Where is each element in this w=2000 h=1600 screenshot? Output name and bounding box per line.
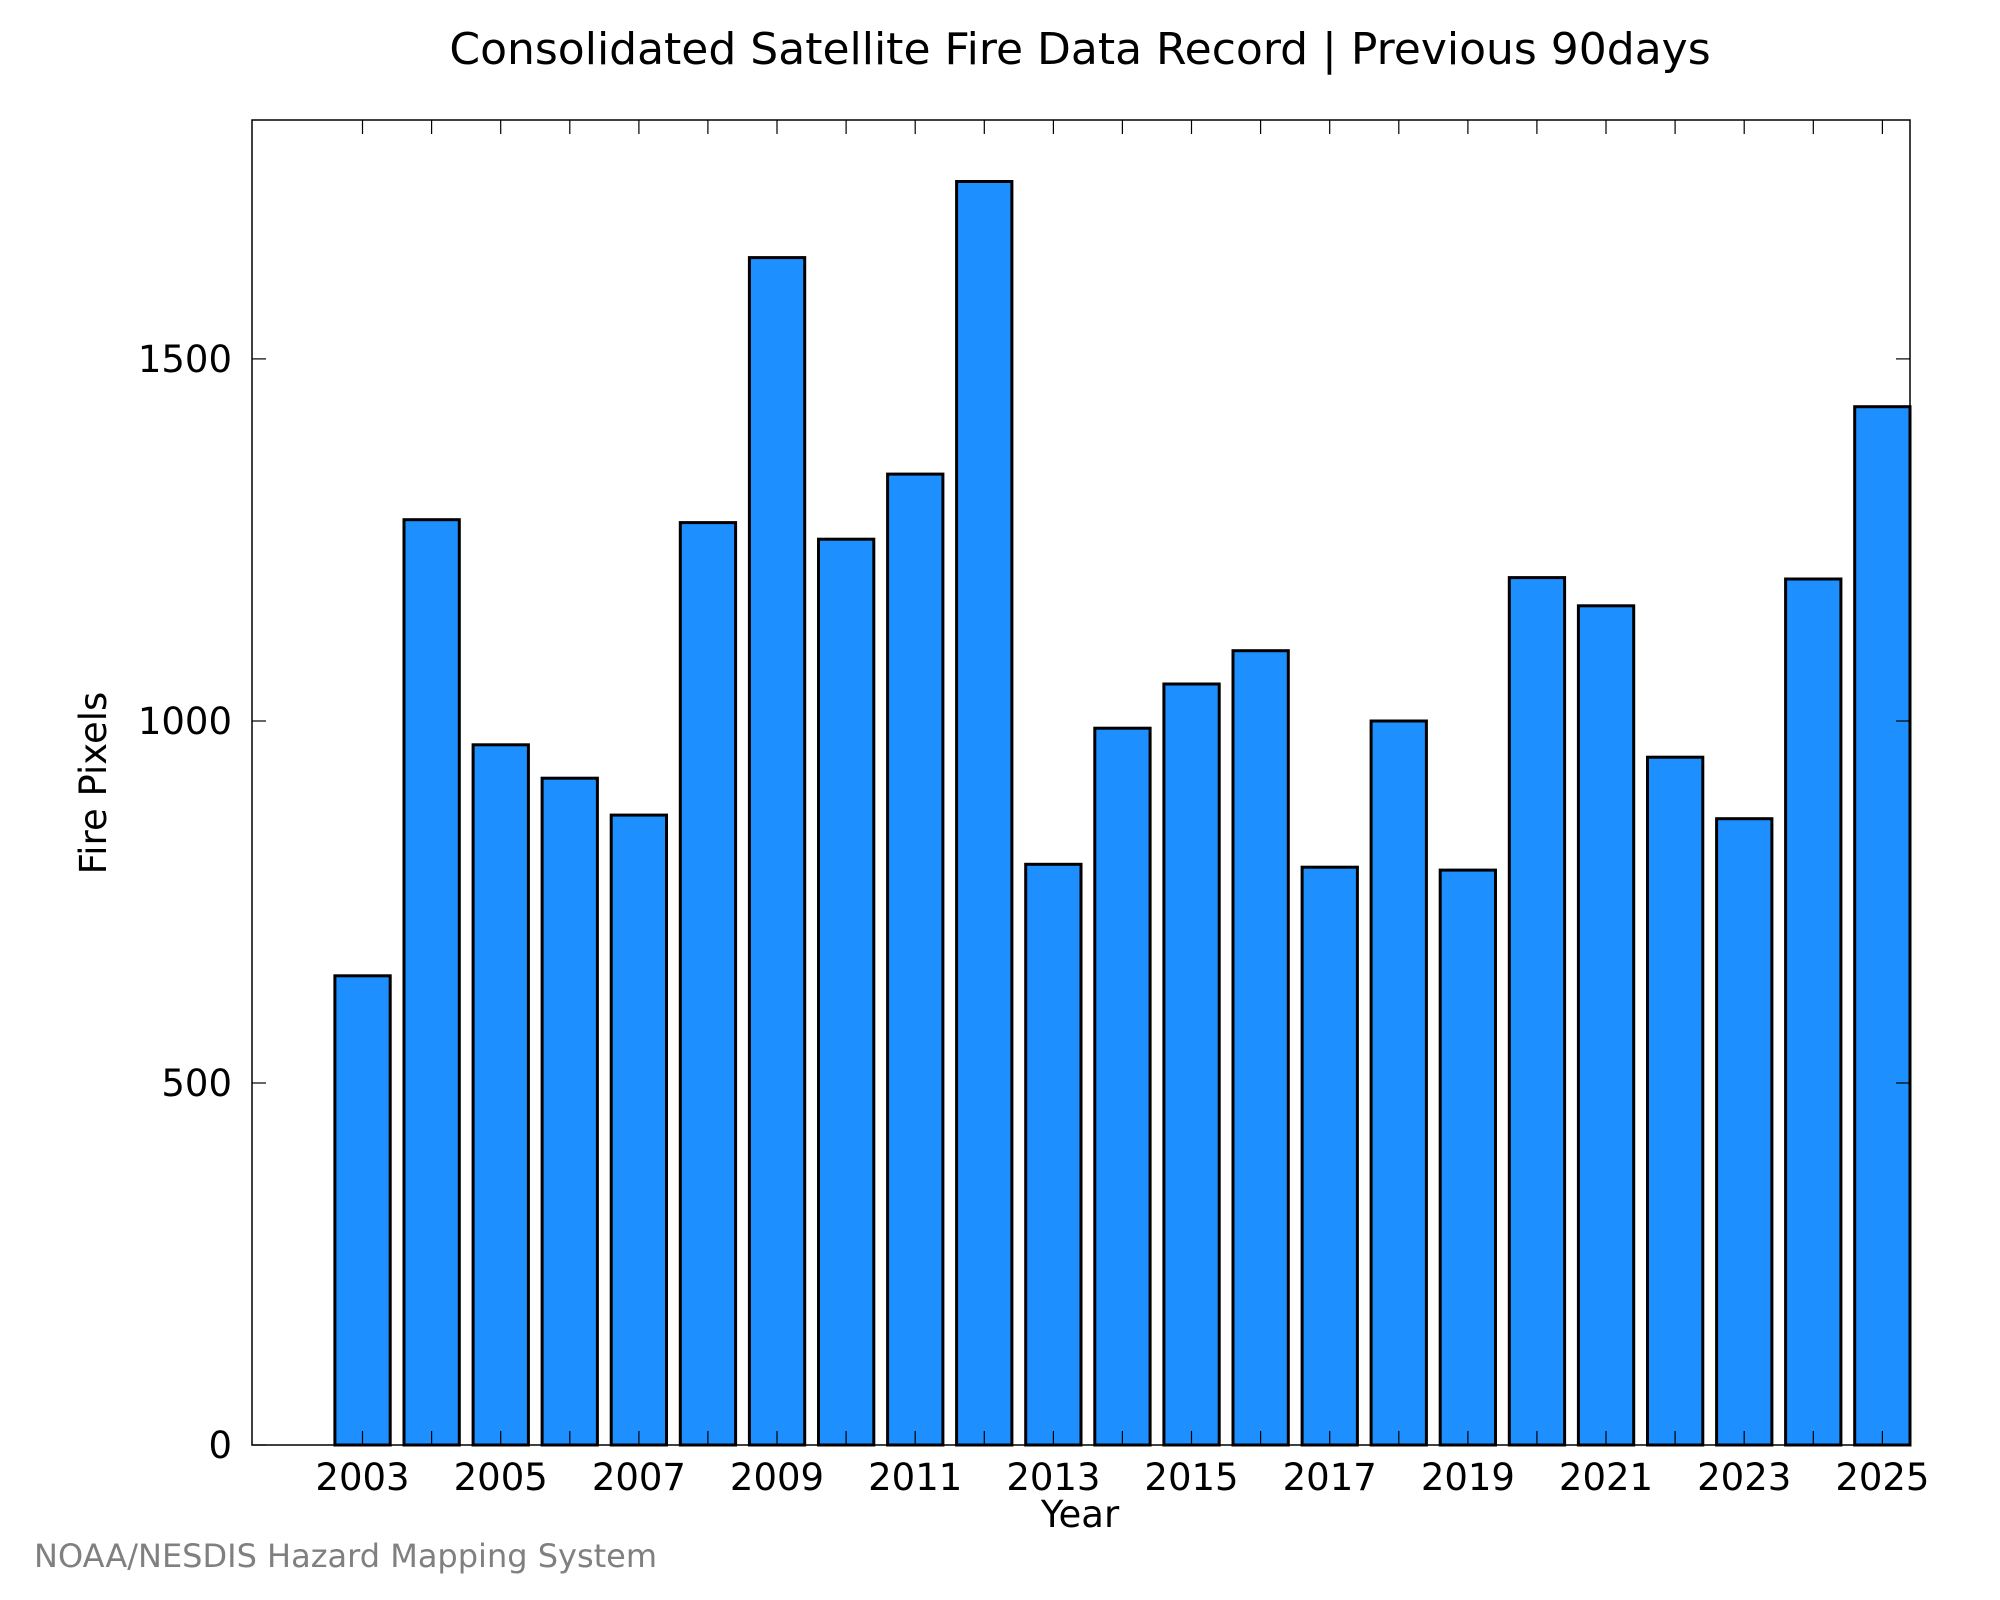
x-axis-label: Year [1040, 1493, 1120, 1536]
bar-2023 [1715, 817, 1774, 1447]
x-tick-label-2011: 2011 [868, 1456, 962, 1499]
bar-2018 [1369, 719, 1428, 1447]
bar-2013 [1024, 862, 1083, 1447]
bar-2020 [1507, 576, 1567, 1447]
bar-2017 [1300, 865, 1359, 1447]
x-tick-label-2021: 2021 [1559, 1456, 1653, 1499]
x-tick-label-2019: 2019 [1421, 1456, 1515, 1499]
bar-2008 [678, 521, 738, 1447]
bar-2003 [333, 974, 392, 1447]
x-tick-label-2023: 2023 [1697, 1456, 1791, 1499]
credit-text: NOAA/NESDIS Hazard Mapping System [34, 1537, 657, 1575]
y-tick-label-500: 500 [161, 1062, 232, 1105]
bar-2004 [402, 518, 461, 1447]
bar-2021 [1576, 604, 1636, 1447]
x-tick-labels: 2003 2005 2007 2009 2011 2013 2015 2017 2019 2021… [315, 1456, 1929, 1499]
x-tick-label-2003: 2003 [315, 1456, 409, 1499]
y-tick-labels: 0 500 1000 1500 [138, 338, 232, 1467]
y-tick-label-0: 0 [208, 1424, 232, 1467]
bar-2012 [955, 180, 1014, 1447]
x-tick-label-2005: 2005 [454, 1456, 548, 1499]
x-tick-label-2007: 2007 [592, 1456, 686, 1499]
chart-title: Consolidated Satellite Fire Data Record … [449, 24, 1710, 75]
bar-2025 [1853, 405, 1912, 1447]
x-tick-label-2025: 2025 [1835, 1456, 1929, 1499]
bar-2007 [609, 813, 669, 1447]
x-tick-label-2013: 2013 [1006, 1456, 1100, 1499]
bar-2005 [471, 743, 530, 1447]
y-tick-label-1000: 1000 [138, 700, 232, 743]
bar-2014 [1093, 726, 1152, 1447]
bar-2022 [1646, 755, 1705, 1447]
x-tick-label-2017: 2017 [1283, 1456, 1377, 1499]
bar-2015 [1162, 682, 1221, 1447]
x-tick-label-2009: 2009 [730, 1456, 824, 1499]
axis-ticks-group [252, 120, 1910, 1446]
y-tick-label-1500: 1500 [138, 338, 232, 381]
bar-2016 [1231, 649, 1290, 1447]
bar-2011 [886, 472, 945, 1447]
bar-2019 [1438, 868, 1497, 1447]
bar-2009 [747, 256, 807, 1447]
bars-group [333, 180, 1912, 1447]
bar-2024 [1784, 577, 1843, 1447]
y-axis-label: Fire Pixels [72, 692, 115, 875]
x-tick-label-2015: 2015 [1144, 1456, 1238, 1499]
bar-2010 [817, 537, 876, 1447]
bar-2006 [540, 776, 599, 1447]
